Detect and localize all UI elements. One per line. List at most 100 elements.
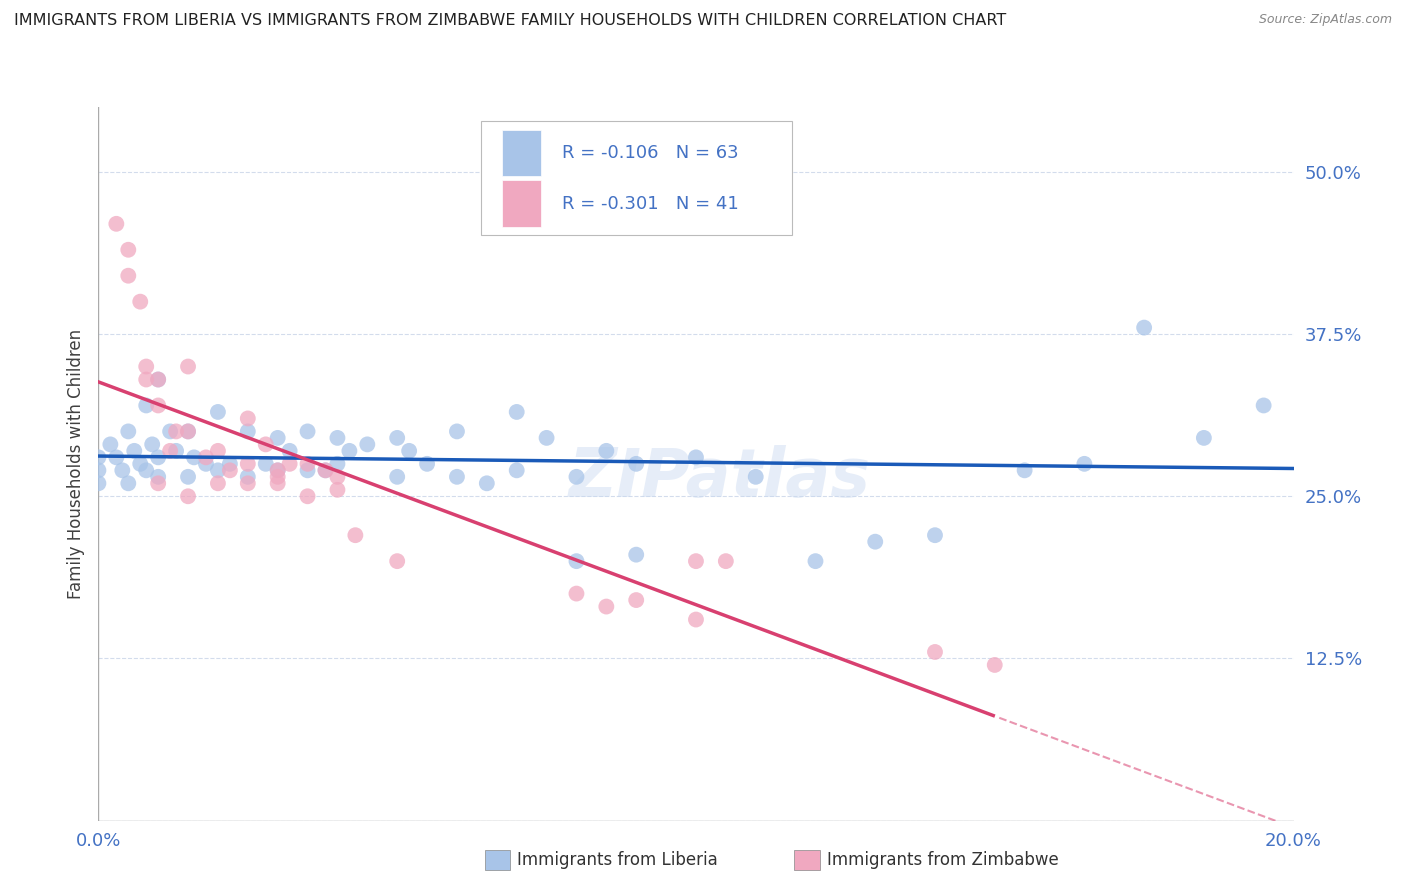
Point xyxy=(207,443,229,458)
Point xyxy=(105,217,128,231)
Point xyxy=(315,463,337,477)
Point xyxy=(416,457,439,471)
Point xyxy=(924,645,946,659)
Point xyxy=(165,443,187,458)
Point xyxy=(148,399,170,413)
Point xyxy=(194,450,218,465)
Text: ZIPatlas: ZIPatlas xyxy=(569,445,870,511)
Point xyxy=(117,268,139,283)
Point xyxy=(1014,463,1036,477)
Point xyxy=(219,457,242,471)
Point xyxy=(326,483,349,497)
Point xyxy=(236,411,259,425)
Point xyxy=(339,443,360,458)
Point xyxy=(297,425,319,439)
Point xyxy=(135,399,157,413)
Point xyxy=(135,372,157,386)
Point xyxy=(267,463,290,477)
Text: IMMIGRANTS FROM LIBERIA VS IMMIGRANTS FROM ZIMBABWE FAMILY HOUSEHOLDS WITH CHILD: IMMIGRANTS FROM LIBERIA VS IMMIGRANTS FR… xyxy=(14,13,1007,29)
Point xyxy=(326,457,349,471)
Point xyxy=(135,463,157,477)
Point xyxy=(356,437,378,451)
Point xyxy=(624,593,647,607)
Point xyxy=(117,243,139,257)
Point xyxy=(183,450,205,465)
Point xyxy=(129,294,152,309)
Point xyxy=(924,528,946,542)
Point xyxy=(177,425,200,439)
Point xyxy=(194,457,218,471)
Point xyxy=(804,554,827,568)
Point xyxy=(714,554,737,568)
Point xyxy=(87,476,110,491)
Point xyxy=(148,470,170,484)
Point xyxy=(565,470,588,484)
Point xyxy=(278,443,301,458)
FancyBboxPatch shape xyxy=(481,121,792,235)
Point xyxy=(148,372,170,386)
Point xyxy=(565,554,588,568)
Point xyxy=(344,528,367,542)
Point xyxy=(865,534,887,549)
Point xyxy=(506,463,529,477)
Point xyxy=(475,476,498,491)
Text: Immigrants from Liberia: Immigrants from Liberia xyxy=(517,851,718,869)
Point xyxy=(315,463,337,477)
Point xyxy=(177,489,200,503)
Point xyxy=(624,548,647,562)
Point xyxy=(254,437,277,451)
Text: Source: ZipAtlas.com: Source: ZipAtlas.com xyxy=(1258,13,1392,27)
Point xyxy=(148,476,170,491)
Point xyxy=(236,476,259,491)
Point xyxy=(254,457,277,471)
Point xyxy=(446,425,468,439)
Bar xyxy=(502,180,540,227)
Point xyxy=(219,463,242,477)
Point xyxy=(159,443,181,458)
Point xyxy=(326,470,349,484)
Point xyxy=(267,431,290,445)
Point xyxy=(685,613,707,627)
Point xyxy=(141,437,163,451)
Point xyxy=(135,359,157,374)
Point xyxy=(565,586,588,600)
Point xyxy=(385,554,409,568)
Point xyxy=(267,463,290,477)
Point xyxy=(267,476,290,491)
Point xyxy=(326,431,349,445)
Point xyxy=(105,450,128,465)
Point xyxy=(124,443,146,458)
Point xyxy=(177,359,200,374)
Point xyxy=(1253,399,1275,413)
Point xyxy=(1133,320,1156,334)
Point xyxy=(1073,457,1095,471)
Point xyxy=(745,470,768,484)
Point xyxy=(398,443,420,458)
Point xyxy=(595,599,617,614)
Point xyxy=(1192,431,1215,445)
Point xyxy=(148,372,170,386)
Point xyxy=(207,463,229,477)
Bar xyxy=(502,130,540,177)
Point xyxy=(148,450,170,465)
Point xyxy=(87,450,110,465)
Point xyxy=(595,443,617,458)
Point xyxy=(267,470,290,484)
Point xyxy=(117,476,139,491)
Point xyxy=(165,425,187,439)
Point xyxy=(236,425,259,439)
Point xyxy=(236,457,259,471)
Point xyxy=(117,425,139,439)
Point xyxy=(236,470,259,484)
Point xyxy=(98,437,122,451)
Point xyxy=(159,425,181,439)
Point xyxy=(87,463,110,477)
Point xyxy=(385,470,409,484)
Point xyxy=(297,463,319,477)
Point xyxy=(207,476,229,491)
Point xyxy=(624,457,647,471)
Point xyxy=(129,457,152,471)
Y-axis label: Family Households with Children: Family Households with Children xyxy=(66,329,84,599)
Text: R = -0.106   N = 63: R = -0.106 N = 63 xyxy=(562,145,738,162)
Point xyxy=(536,431,558,445)
